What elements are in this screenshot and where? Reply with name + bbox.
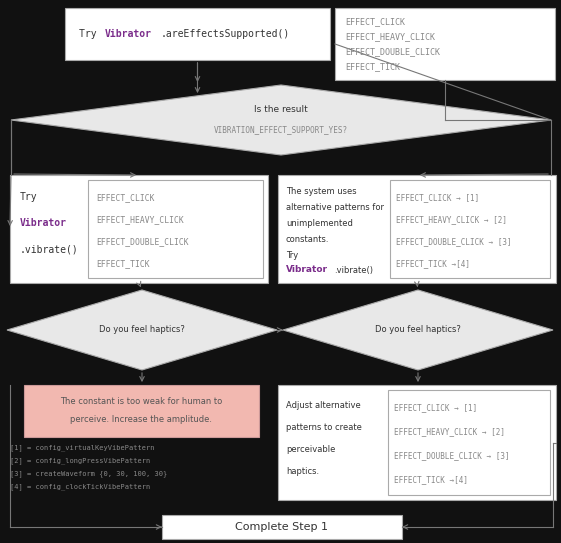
Text: EFFECT_CLICK: EFFECT_CLICK	[345, 17, 405, 27]
Text: [2] = config_longPressVibePattern: [2] = config_longPressVibePattern	[10, 458, 150, 464]
Text: Do you feel haptics?: Do you feel haptics?	[375, 325, 461, 334]
Text: EFFECT_HEAVY_CLICK → [2]: EFFECT_HEAVY_CLICK → [2]	[394, 427, 505, 437]
Text: unimplemented: unimplemented	[286, 218, 353, 228]
Text: Try: Try	[79, 29, 103, 39]
Text: EFFECT_TICK →[4]: EFFECT_TICK →[4]	[394, 476, 468, 484]
Text: .areEffectsSupported(): .areEffectsSupported()	[161, 29, 290, 39]
Text: EFFECT_DOUBLE_CLICK → [3]: EFFECT_DOUBLE_CLICK → [3]	[394, 451, 509, 460]
Text: The system uses: The system uses	[286, 186, 357, 195]
Text: Adjust alternative: Adjust alternative	[286, 401, 361, 409]
Text: [4] = config_clockTickVibePattern: [4] = config_clockTickVibePattern	[10, 484, 150, 490]
Text: Vibrator: Vibrator	[20, 218, 67, 228]
Text: [3] = createWaveform {0, 30, 100, 30}: [3] = createWaveform {0, 30, 100, 30}	[10, 471, 167, 477]
Text: Try: Try	[286, 250, 298, 260]
FancyBboxPatch shape	[278, 385, 556, 500]
Text: alternative patterns for: alternative patterns for	[286, 203, 384, 212]
Text: EFFECT_HEAVY_CLICK: EFFECT_HEAVY_CLICK	[345, 33, 435, 41]
FancyBboxPatch shape	[10, 175, 268, 283]
FancyBboxPatch shape	[278, 175, 556, 283]
Text: EFFECT_DOUBLE_CLICK → [3]: EFFECT_DOUBLE_CLICK → [3]	[396, 237, 512, 247]
FancyBboxPatch shape	[162, 515, 402, 539]
Text: The constant is too weak for human to: The constant is too weak for human to	[61, 397, 223, 407]
Text: EFFECT_TICK: EFFECT_TICK	[96, 260, 150, 268]
FancyBboxPatch shape	[390, 180, 550, 278]
Text: EFFECT_DOUBLE_CLICK: EFFECT_DOUBLE_CLICK	[96, 237, 188, 247]
Text: patterns to create: patterns to create	[286, 422, 362, 432]
Text: EFFECT_CLICK → [1]: EFFECT_CLICK → [1]	[396, 193, 479, 203]
Text: EFFECT_DOUBLE_CLICK: EFFECT_DOUBLE_CLICK	[345, 47, 440, 56]
Text: .vibrate(): .vibrate()	[334, 266, 373, 275]
Text: EFFECT_TICK: EFFECT_TICK	[345, 62, 400, 72]
Text: EFFECT_TICK →[4]: EFFECT_TICK →[4]	[396, 260, 470, 268]
Polygon shape	[7, 290, 277, 370]
FancyBboxPatch shape	[388, 390, 550, 495]
Text: Vibrator: Vibrator	[286, 266, 328, 275]
Text: Complete Step 1: Complete Step 1	[236, 522, 329, 532]
Text: perceive. Increase the amplitude.: perceive. Increase the amplitude.	[71, 415, 213, 425]
FancyBboxPatch shape	[88, 180, 263, 278]
Text: EFFECT_HEAVY_CLICK: EFFECT_HEAVY_CLICK	[96, 216, 184, 224]
Text: VIBRATION_EFFECT_SUPPORT_YES?: VIBRATION_EFFECT_SUPPORT_YES?	[214, 125, 348, 135]
Polygon shape	[283, 290, 553, 370]
Text: EFFECT_CLICK → [1]: EFFECT_CLICK → [1]	[394, 403, 477, 413]
Text: Is the result: Is the result	[254, 105, 308, 115]
Text: EFFECT_CLICK: EFFECT_CLICK	[96, 193, 154, 203]
Text: [1] = config_virtualKeyVibePattern: [1] = config_virtualKeyVibePattern	[10, 445, 154, 451]
Polygon shape	[11, 85, 551, 155]
Text: EFFECT_HEAVY_CLICK → [2]: EFFECT_HEAVY_CLICK → [2]	[396, 216, 507, 224]
FancyBboxPatch shape	[335, 8, 555, 80]
Text: perceivable: perceivable	[286, 445, 335, 453]
Text: Try: Try	[20, 192, 38, 202]
Text: haptics.: haptics.	[286, 466, 319, 476]
Text: .vibrate(): .vibrate()	[20, 245, 79, 255]
FancyBboxPatch shape	[24, 385, 259, 437]
Text: constants.: constants.	[286, 235, 329, 243]
Text: Vibrator: Vibrator	[105, 29, 152, 39]
Text: Do you feel haptics?: Do you feel haptics?	[99, 325, 185, 334]
FancyBboxPatch shape	[65, 8, 330, 60]
